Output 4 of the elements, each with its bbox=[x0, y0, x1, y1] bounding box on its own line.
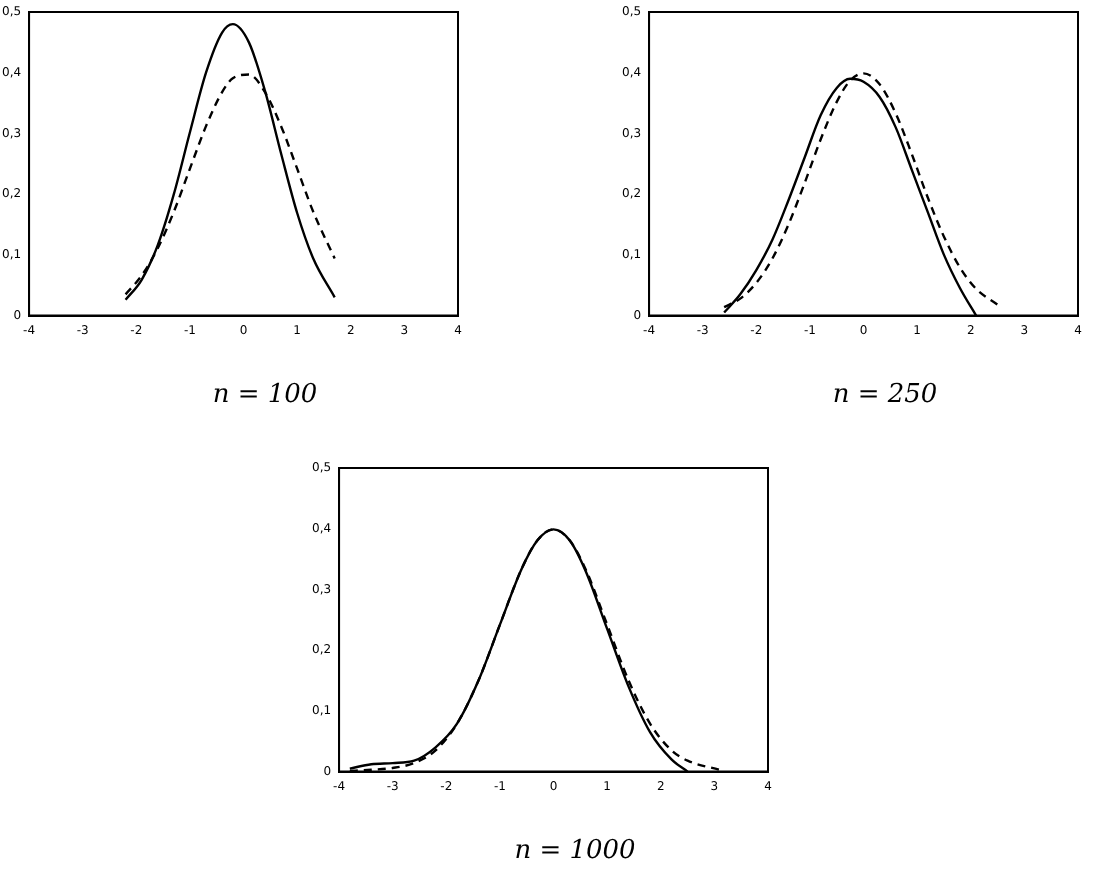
text: n = 250 bbox=[830, 380, 940, 410]
text: n = 1000 bbox=[512, 836, 638, 866]
line-series bbox=[124, 22, 336, 302]
text: n = 100 bbox=[210, 380, 320, 410]
